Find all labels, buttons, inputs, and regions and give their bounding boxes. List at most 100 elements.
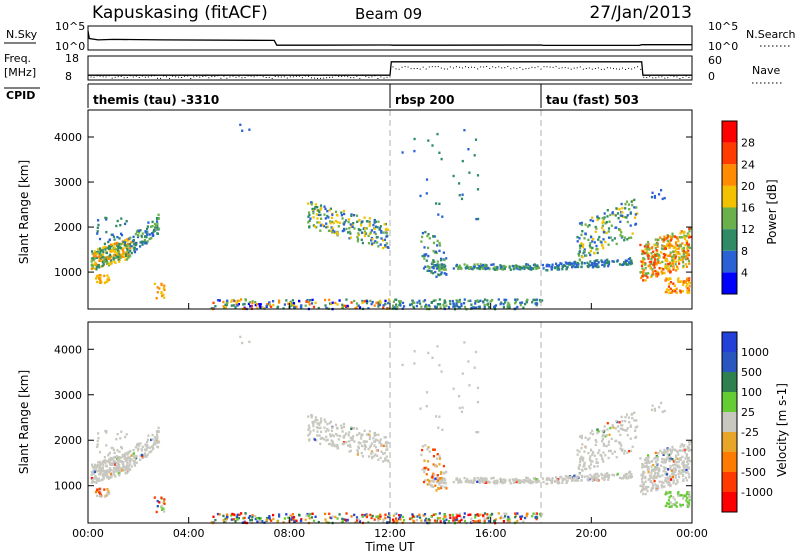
- power-echo-cell: [163, 284, 166, 287]
- power-echo-cell: [373, 241, 376, 245]
- power-echo-cell: [626, 238, 629, 241]
- velocity-echo-cell: [684, 476, 688, 479]
- power-echo-cell: [589, 219, 592, 222]
- velocity-echo-cell: [621, 448, 624, 451]
- velocity-echo-cell: [105, 473, 108, 477]
- power-echo-cell: [125, 254, 128, 257]
- velocity-echo-cell: [365, 433, 369, 436]
- power-echo-cell: [525, 263, 528, 266]
- power-echo-cell: [123, 255, 126, 259]
- nave-dot: [416, 68, 418, 69]
- power-echo-cell: [606, 209, 609, 212]
- power-echo-cell: [146, 225, 149, 228]
- nave-dot: [428, 66, 430, 68]
- power-echo-cell: [535, 298, 538, 301]
- velocity-echo-cell: [375, 449, 378, 452]
- velocity-echo-cell: [93, 465, 96, 469]
- velocity-echo-cell: [425, 517, 428, 520]
- power-echo-cell: [329, 302, 332, 305]
- power-echo-cell: [242, 303, 245, 306]
- power-echo-cell: [307, 221, 310, 224]
- power-echo-cell: [630, 262, 634, 265]
- velocity-echo-cell: [627, 416, 630, 419]
- power-echo-cell: [682, 261, 685, 264]
- velocity-echo-cell: [688, 443, 691, 446]
- velocity-echo-cell: [442, 464, 445, 468]
- power-echo-cell: [465, 266, 469, 269]
- power-echo-cell: [117, 252, 120, 255]
- velocity-echo-cell: [675, 501, 678, 504]
- power-echo-cell: [445, 273, 448, 276]
- power-echo-cell: [618, 228, 621, 231]
- power-echo-cell: [621, 211, 624, 214]
- velocity-echo-cell: [633, 419, 636, 422]
- velocity-echo-cell: [595, 461, 598, 464]
- power-echo-cell: [597, 261, 600, 264]
- power-echo-cell: [656, 252, 659, 256]
- velocity-echo-cell: [633, 411, 636, 414]
- power-echo-cell: [618, 263, 622, 266]
- velocity-echo-cell: [611, 425, 614, 428]
- nave-dot: [223, 75, 225, 77]
- velocity-echo-cell: [154, 437, 157, 441]
- velocity-echo-cell: [578, 450, 581, 453]
- velocity-echo-cell: [660, 480, 663, 484]
- velocity-colorbar-swatch: [722, 452, 737, 472]
- power-echo-cell: [678, 256, 681, 259]
- velocity-colorbar-tick: -25: [741, 426, 759, 439]
- power-echo-cell: [318, 210, 321, 213]
- velocity-echo-cell: [97, 477, 100, 480]
- velocity-echo-cell: [617, 430, 620, 433]
- power-echo-cell: [146, 227, 149, 231]
- nave-dot: [483, 66, 485, 68]
- nave-dot: [114, 76, 116, 78]
- power-echo-cell: [440, 265, 443, 268]
- power-echo-cell: [589, 253, 592, 257]
- velocity-echo-cell: [607, 476, 610, 479]
- velocity-echo-cell: [689, 460, 692, 463]
- power-echo-cell: [476, 188, 480, 191]
- velocity-echo-cell: [156, 435, 159, 439]
- velocity-echo-cell: [653, 457, 656, 460]
- power-echo-cell: [383, 238, 386, 241]
- velocity-echo-cell: [536, 479, 539, 482]
- velocity-echo-cell: [580, 479, 583, 482]
- velocity-echo-cell: [496, 482, 499, 485]
- power-echo-cell: [667, 267, 670, 270]
- velocity-echo-cell: [565, 481, 568, 484]
- velocity-echo-cell: [360, 444, 364, 448]
- velocity-echo-cell: [254, 514, 257, 518]
- power-echo-cell: [352, 222, 355, 225]
- power-echo-cell: [99, 257, 102, 260]
- power-echo-cell: [140, 240, 143, 243]
- power-echo-cell: [410, 302, 413, 306]
- velocity-echo-cell: [382, 452, 385, 455]
- power-echo-cell: [318, 221, 321, 224]
- power-echo-cell: [373, 231, 376, 234]
- velocity-echo-cell: [675, 482, 678, 486]
- nave-dot: [93, 76, 95, 78]
- velocity-echo-cell: [309, 512, 312, 516]
- velocity-echo-cell: [435, 480, 438, 484]
- power-echo-cell: [601, 260, 604, 263]
- velocity-echo-cell: [124, 457, 127, 460]
- velocity-echo-cell: [589, 455, 592, 458]
- power-echo-cell: [379, 225, 382, 228]
- velocity-echo-cell: [672, 468, 675, 471]
- velocity-echo-cell: [641, 466, 644, 469]
- nave-dot: [555, 66, 557, 68]
- power-echo-cell: [290, 302, 293, 305]
- power-echo-cell: [412, 301, 415, 304]
- velocity-echo-cell: [432, 463, 435, 466]
- power-echo-cell: [356, 220, 359, 223]
- velocity-echo-cell: [155, 441, 159, 444]
- velocity-echo-cell: [566, 475, 569, 479]
- velocity-echo-cell: [536, 516, 539, 520]
- nave-dot: [437, 66, 439, 68]
- velocity-echo-cell: [438, 481, 441, 484]
- velocity-echo-cell: [352, 435, 355, 438]
- velocity-echo-cell: [97, 469, 100, 472]
- power-echo-cell: [641, 273, 645, 276]
- velocity-echo-cell: [545, 477, 548, 481]
- power-echo-cell: [363, 216, 366, 219]
